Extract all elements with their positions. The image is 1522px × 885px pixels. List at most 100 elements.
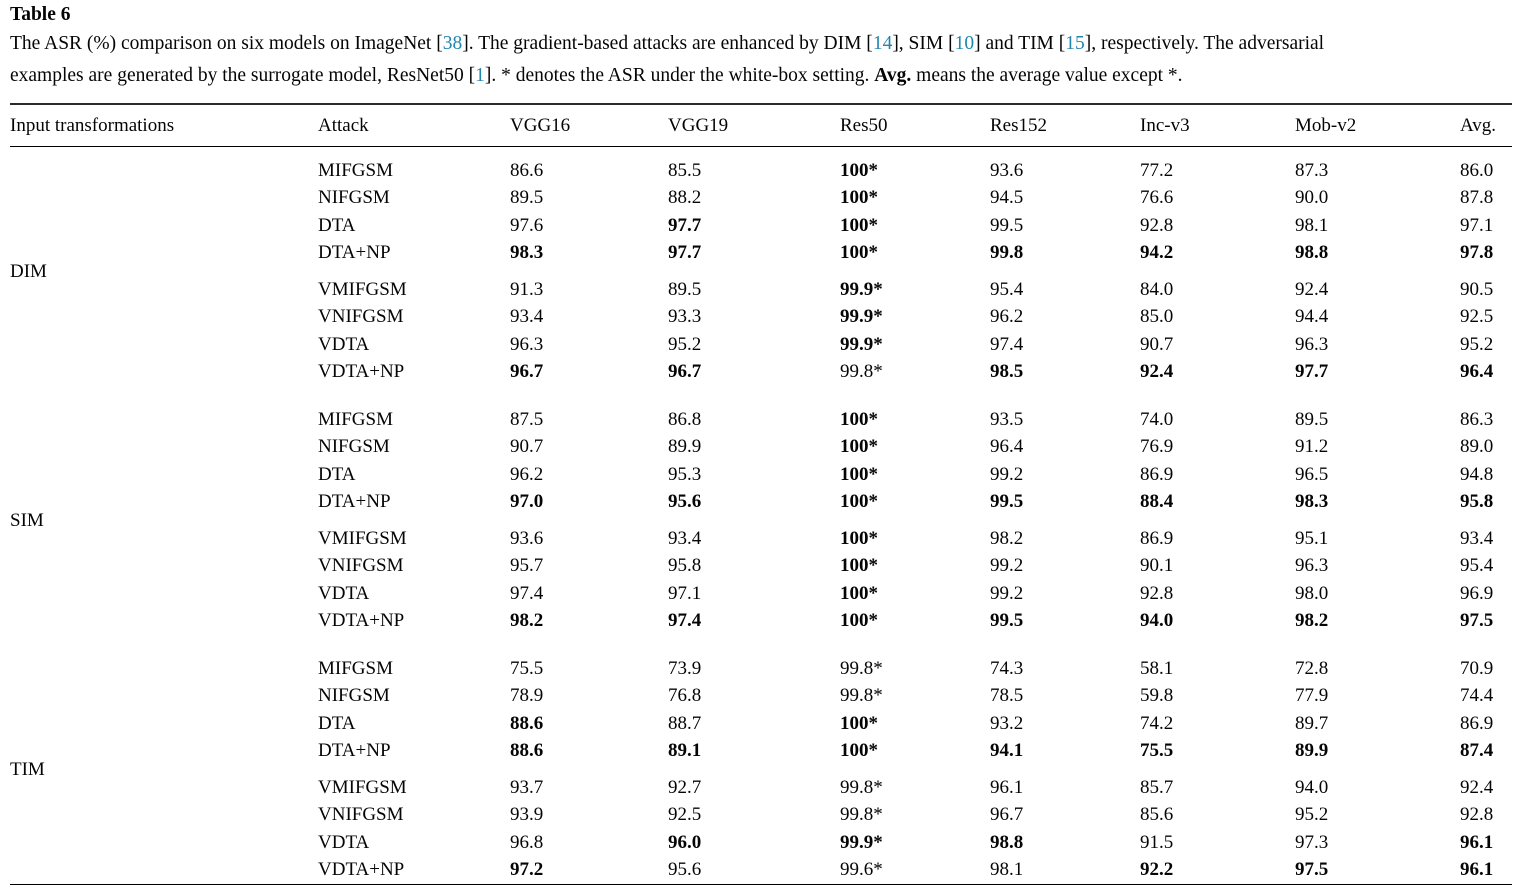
attack-name: DTA+NP — [318, 242, 391, 264]
attack-name: DTA — [318, 712, 356, 734]
table-row: SIM MIFGSM 87.5 86.8 100* 93.5 74.0 89.5 86.3 — [10, 406, 1512, 531]
attack-name: VNIFGSM — [318, 804, 404, 826]
asr-value: 99.5 — [990, 491, 1024, 513]
asr-value: 94.2 — [1140, 242, 1174, 264]
table-row: VMIFGSM 91.3 89.5 99.9* 95.4 84.0 92.4 90.5 — [10, 276, 1512, 304]
asr-value: 100* — [840, 408, 878, 430]
asr-value: 92.8 — [1140, 582, 1174, 604]
attack-name: MIFGSM — [318, 159, 393, 181]
asr-value: 95.8 — [668, 555, 702, 577]
asr-value: 91.5 — [1140, 831, 1174, 853]
table-header: Input transformations Attack VGG16 VGG19 Res… — [10, 104, 1512, 147]
spacer-cell — [10, 635, 1512, 655]
asr-value: 100* — [840, 214, 878, 236]
asr-value: 94.1 — [990, 740, 1024, 762]
asr-value: 100* — [840, 187, 878, 209]
column-header: Inc-v3 — [1140, 114, 1190, 136]
asr-value: 90.5 — [1460, 278, 1494, 300]
asr-value: 97.6 — [510, 214, 544, 236]
citation-link[interactable]: 15 — [1065, 33, 1085, 54]
asr-value: 89.1 — [668, 740, 702, 762]
asr-value: 95.6 — [668, 859, 702, 881]
asr-value: 87.4 — [1460, 740, 1494, 762]
asr-value: 97.3 — [1295, 831, 1329, 853]
attack-name: VDTA+NP — [318, 361, 405, 383]
asr-value: 96.1 — [990, 776, 1024, 798]
asr-value: 96.9 — [1460, 582, 1494, 604]
asr-value: 96.7 — [668, 361, 702, 383]
asr-value: 78.5 — [990, 685, 1024, 707]
column-header: Input transformations — [10, 114, 175, 136]
asr-value: 89.0 — [1460, 436, 1494, 458]
asr-value: 90.1 — [1140, 555, 1174, 577]
asr-value: 93.5 — [990, 408, 1024, 430]
table-row: VDTA 97.4 97.1 100* 99.2 92.8 98.0 96.9 — [10, 580, 1512, 608]
asr-value: 86.0 — [1460, 159, 1494, 181]
attack-name: VNIFGSM — [318, 555, 404, 577]
asr-value: 99.6* — [840, 859, 883, 881]
asr-value: 91.3 — [510, 278, 544, 300]
attack-name: DTA — [318, 214, 356, 236]
asr-value: 100* — [840, 242, 878, 264]
spacer-cell — [318, 765, 1512, 774]
attack-name: DTA+NP — [318, 740, 391, 762]
table-row: VNIFGSM 95.7 95.8 100* 99.2 90.1 96.3 95.4 — [10, 553, 1512, 581]
asr-value: 86.9 — [1140, 463, 1174, 485]
asr-value: 99.2 — [990, 582, 1024, 604]
asr-value: 77.9 — [1295, 685, 1329, 707]
asr-value: 96.7 — [990, 804, 1024, 826]
table-row: VDTA+NP 98.2 97.4 100* 99.5 94.0 98.2 97.5 — [10, 608, 1512, 636]
asr-value: 95.2 — [668, 333, 702, 355]
attack-name: NIFGSM — [318, 685, 390, 707]
asr-value: 98.1 — [990, 859, 1024, 881]
asr-value: 95.4 — [990, 278, 1024, 300]
citation-link[interactable]: 14 — [872, 33, 893, 54]
asr-value: 97.4 — [510, 582, 544, 604]
table-row: VMIFGSM 93.6 93.4 100* 98.2 86.9 95.1 93.4 — [10, 525, 1512, 553]
column-header: Res152 — [990, 114, 1047, 136]
asr-value: 100* — [840, 712, 878, 734]
citation-link[interactable]: 38 — [442, 33, 463, 54]
asr-value: 93.9 — [510, 804, 544, 826]
attack-name: NIFGSM — [318, 187, 390, 209]
asr-value: 93.7 — [510, 776, 544, 798]
table-row: NIFGSM 90.7 89.9 100* 96.4 76.9 91.2 89.0 — [10, 434, 1512, 462]
asr-value: 99.2 — [990, 463, 1024, 485]
asr-value: 93.2 — [990, 712, 1024, 734]
asr-value: 99.9* — [840, 333, 883, 355]
asr-value: 100* — [840, 491, 878, 513]
asr-value: 86.6 — [510, 159, 544, 181]
asr-value: 99.5 — [990, 610, 1024, 632]
asr-value: 76.8 — [668, 685, 702, 707]
asr-value: 70.9 — [1460, 657, 1494, 679]
asr-value: 95.2 — [1295, 804, 1329, 826]
attack-name: VNIFGSM — [318, 306, 404, 328]
asr-value: 94.0 — [1140, 610, 1174, 632]
asr-value: 88.4 — [1140, 491, 1174, 513]
asr-value: 96.3 — [510, 333, 544, 355]
asr-value: 72.8 — [1295, 657, 1329, 679]
asr-value: 97.1 — [668, 582, 702, 604]
asr-value: 93.4 — [668, 527, 702, 549]
asr-value: 77.2 — [1140, 159, 1174, 181]
spacer-row — [10, 147, 1512, 158]
asr-value: 97.5 — [1460, 610, 1494, 632]
asr-value: 99.8* — [840, 685, 883, 707]
asr-value: 100* — [840, 610, 878, 632]
asr-value: 97.4 — [668, 610, 702, 632]
column-header: VGG16 — [510, 114, 571, 136]
asr-value: 96.8 — [510, 831, 544, 853]
asr-value: 99.8* — [840, 804, 883, 826]
asr-value: 92.4 — [1460, 776, 1494, 798]
asr-value: 74.2 — [1140, 712, 1174, 734]
asr-value: 93.6 — [510, 527, 544, 549]
citation-link[interactable]: 1 — [475, 65, 485, 86]
table-caption: The ASR (%) comparison on six models on … — [10, 28, 1512, 92]
asr-value: 86.8 — [668, 408, 702, 430]
citation-link[interactable]: 10 — [954, 33, 975, 54]
table-row: VNIFGSM 93.4 93.3 99.9* 96.2 85.0 94.4 92.5 — [10, 304, 1512, 332]
table-row: NIFGSM 78.9 76.8 99.8* 78.5 59.8 77.9 74.4 — [10, 683, 1512, 711]
asr-value: 99.9* — [840, 278, 883, 300]
table-row: VDTA 96.3 95.2 99.9* 97.4 90.7 96.3 95.2 — [10, 331, 1512, 359]
